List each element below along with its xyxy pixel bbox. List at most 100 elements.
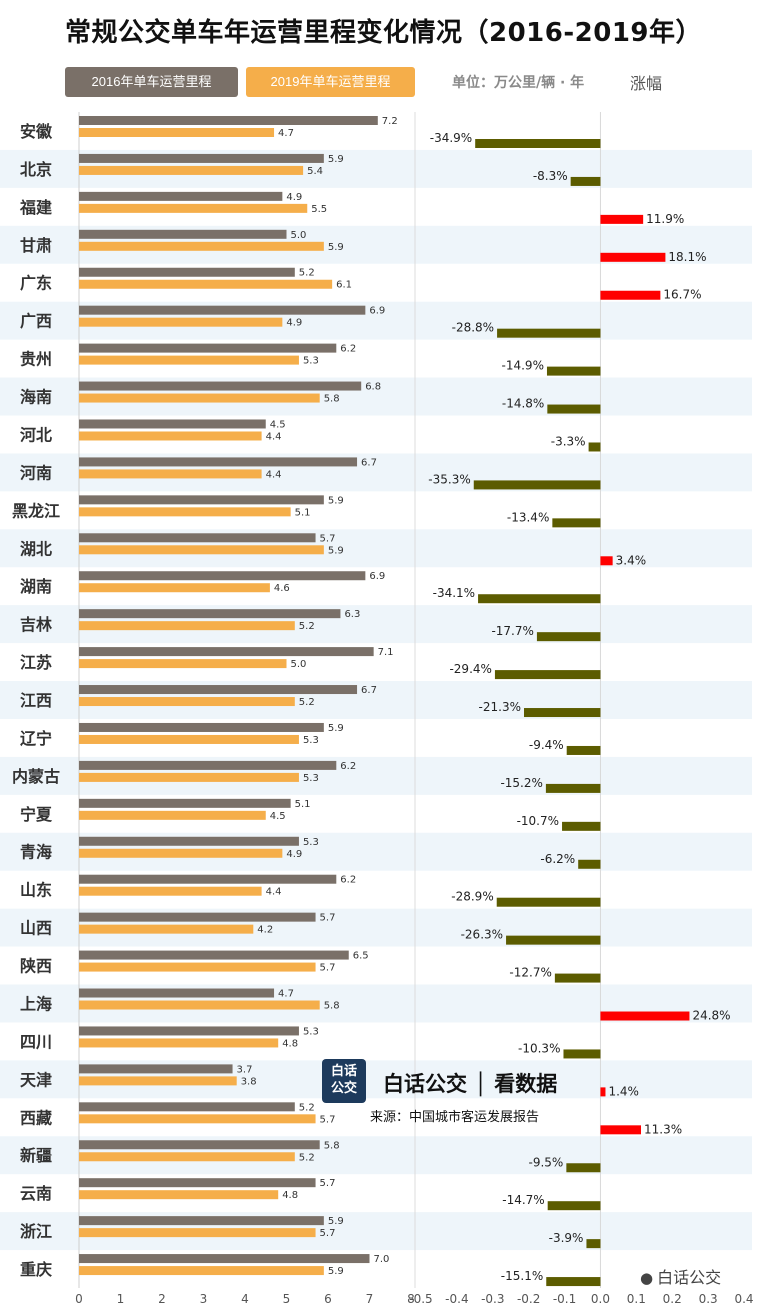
value-label-2016: 5.7 xyxy=(320,913,336,924)
bar-2016 xyxy=(79,343,337,353)
right-x-tick-label: -0.1 xyxy=(553,1292,576,1306)
growth-bar xyxy=(524,708,601,718)
growth-bar xyxy=(600,1087,606,1097)
bar-2016 xyxy=(79,533,316,543)
bar-2016 xyxy=(79,874,337,884)
growth-value-label: -34.1% xyxy=(433,586,475,600)
left-x-tick-label: 1 xyxy=(117,1292,125,1306)
left-x-tick-label: 4 xyxy=(241,1292,249,1306)
bar-2016 xyxy=(79,1064,233,1074)
value-label-2019: 5.4 xyxy=(307,166,323,177)
bar-2019 xyxy=(79,848,283,858)
growth-value-label: -14.8% xyxy=(502,397,544,411)
value-label-2019: 5.7 xyxy=(320,963,336,974)
right-x-tick-label: 0.2 xyxy=(663,1292,682,1306)
value-label-2019: 5.9 xyxy=(328,545,344,556)
category-label: 河南 xyxy=(20,463,52,482)
value-label-2019: 5.3 xyxy=(303,356,319,367)
growth-bar xyxy=(566,1163,601,1173)
growth-value-label: -35.3% xyxy=(428,472,470,486)
value-label-2016: 5.7 xyxy=(320,533,336,544)
value-label-2016: 7.0 xyxy=(374,1254,390,1265)
value-label-2019: 5.5 xyxy=(311,204,327,215)
left-x-tick-label: 5 xyxy=(283,1292,291,1306)
bar-2016 xyxy=(79,1178,316,1188)
watermark-logo-line1: 白话 xyxy=(330,1064,357,1079)
category-label: 浙江 xyxy=(20,1222,52,1241)
category-label: 黑龙江 xyxy=(12,501,60,520)
value-label-2016: 5.1 xyxy=(295,799,311,810)
bar-2019 xyxy=(79,886,262,896)
value-label-2019: 4.2 xyxy=(257,925,273,936)
value-label-2019: 5.2 xyxy=(299,697,315,708)
value-label-2016: 5.9 xyxy=(328,154,344,165)
chart-title: 常规公交单车年运营里程变化情况（2016-2019年） xyxy=(64,18,703,48)
category-label: 江苏 xyxy=(20,653,52,672)
category-label: 山西 xyxy=(20,919,52,938)
value-label-2019: 5.9 xyxy=(328,1266,344,1277)
bar-2016 xyxy=(79,912,316,922)
growth-value-label: -10.7% xyxy=(517,814,559,828)
growth-value-label: -21.3% xyxy=(479,700,521,714)
bar-2019 xyxy=(79,1266,324,1276)
value-label-2016: 6.7 xyxy=(361,685,377,696)
category-label: 北京 xyxy=(20,160,52,179)
bar-2019 xyxy=(79,241,324,251)
growth-value-label: -34.9% xyxy=(430,131,472,145)
growth-bar xyxy=(546,1277,601,1287)
growth-bar xyxy=(586,1239,601,1249)
bar-2019 xyxy=(79,772,299,782)
growth-bar xyxy=(563,1049,601,1059)
value-label-2019: 5.2 xyxy=(299,621,315,632)
value-label-2016: 6.8 xyxy=(365,382,381,393)
category-label: 江西 xyxy=(20,691,52,710)
value-label-2019: 4.9 xyxy=(286,849,302,860)
right-x-tick-label: 0.1 xyxy=(627,1292,646,1306)
growth-value-label: -8.3% xyxy=(533,169,568,183)
right-x-tick-label: -0.3 xyxy=(481,1292,504,1306)
value-label-2016: 5.7 xyxy=(320,1178,336,1189)
bar-2016 xyxy=(79,571,366,581)
bar-2019 xyxy=(79,962,316,972)
growth-bar xyxy=(552,518,601,528)
bar-2016 xyxy=(79,722,324,732)
watermark-logo: 白话 公交 xyxy=(322,1059,366,1103)
bar-2019 xyxy=(79,1190,279,1200)
value-label-2016: 6.2 xyxy=(340,875,356,886)
bar-2019 xyxy=(79,1038,279,1048)
left-x-tick-label: 6 xyxy=(324,1292,332,1306)
growth-value-label: -12.7% xyxy=(509,966,551,980)
bar-2016 xyxy=(79,836,299,846)
growth-bar xyxy=(578,859,601,869)
value-label-2019: 4.9 xyxy=(286,318,302,329)
value-label-2016: 5.9 xyxy=(328,495,344,506)
category-label: 青海 xyxy=(20,843,52,862)
value-label-2016: 5.8 xyxy=(324,1140,340,1151)
bar-2019 xyxy=(79,734,299,744)
value-label-2016: 4.7 xyxy=(278,989,294,1000)
growth-bar xyxy=(494,670,601,680)
source-note: 来源：中国城市客运发展报告 xyxy=(370,1110,540,1125)
category-label: 宁夏 xyxy=(20,805,53,824)
unit-label: 单位：万公里/辆 · 年 xyxy=(452,75,585,91)
watermark-corner: ● 白话公交 xyxy=(640,1264,721,1288)
value-label-2019: 4.4 xyxy=(266,469,282,480)
growth-value-label: -26.3% xyxy=(461,928,503,942)
category-label: 福建 xyxy=(19,198,52,217)
growth-value-label: -15.2% xyxy=(500,776,542,790)
category-label: 辽宁 xyxy=(20,729,52,748)
bar-2016 xyxy=(79,609,341,619)
value-label-2016: 5.3 xyxy=(303,1026,319,1037)
value-label-2016: 4.9 xyxy=(286,192,302,203)
growth-bar xyxy=(473,480,601,490)
value-label-2019: 4.4 xyxy=(266,431,282,442)
bar-2019 xyxy=(79,697,295,707)
growth-value-label: 18.1% xyxy=(668,250,706,264)
bar-2019 xyxy=(79,165,304,175)
value-label-2019: 3.8 xyxy=(241,1076,257,1087)
legend-2016: 2016年单车运营里程 xyxy=(65,67,238,97)
category-label: 新疆 xyxy=(20,1146,52,1165)
growth-value-label: -29.4% xyxy=(449,662,491,676)
value-label-2019: 4.4 xyxy=(266,887,282,898)
